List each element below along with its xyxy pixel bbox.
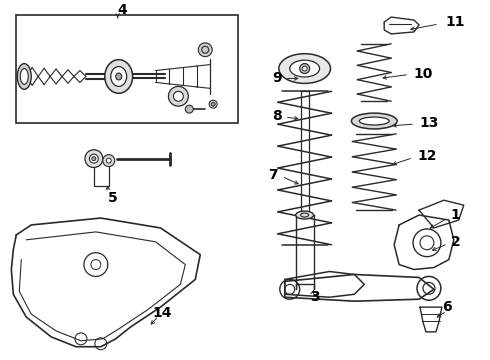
Ellipse shape — [300, 64, 310, 73]
Text: 9: 9 — [272, 71, 281, 85]
Text: 14: 14 — [152, 306, 172, 320]
Ellipse shape — [351, 113, 397, 129]
Text: 4: 4 — [118, 3, 127, 17]
Text: 13: 13 — [419, 116, 439, 130]
Ellipse shape — [198, 43, 212, 57]
Ellipse shape — [105, 60, 133, 93]
Text: 11: 11 — [446, 15, 466, 29]
Text: 8: 8 — [272, 109, 282, 123]
Ellipse shape — [295, 211, 314, 219]
Ellipse shape — [359, 117, 389, 125]
Ellipse shape — [106, 158, 111, 163]
Text: 5: 5 — [108, 191, 118, 205]
Text: 1: 1 — [451, 208, 461, 222]
Ellipse shape — [279, 54, 331, 84]
Ellipse shape — [17, 64, 31, 89]
Ellipse shape — [116, 73, 122, 80]
Circle shape — [185, 105, 193, 113]
Text: 3: 3 — [310, 290, 319, 304]
Ellipse shape — [169, 86, 188, 106]
Bar — [16, 15, 238, 123]
Ellipse shape — [111, 67, 127, 86]
Ellipse shape — [173, 91, 183, 101]
Ellipse shape — [290, 60, 319, 77]
Ellipse shape — [302, 66, 307, 71]
Ellipse shape — [92, 157, 96, 161]
Text: 10: 10 — [413, 67, 432, 81]
Text: 7: 7 — [268, 168, 277, 183]
Ellipse shape — [103, 155, 115, 167]
Circle shape — [211, 102, 215, 106]
Ellipse shape — [20, 68, 28, 84]
Text: 2: 2 — [451, 235, 461, 249]
Text: 12: 12 — [417, 149, 437, 163]
Ellipse shape — [89, 154, 98, 163]
Text: 6: 6 — [442, 300, 451, 314]
Ellipse shape — [85, 150, 103, 167]
